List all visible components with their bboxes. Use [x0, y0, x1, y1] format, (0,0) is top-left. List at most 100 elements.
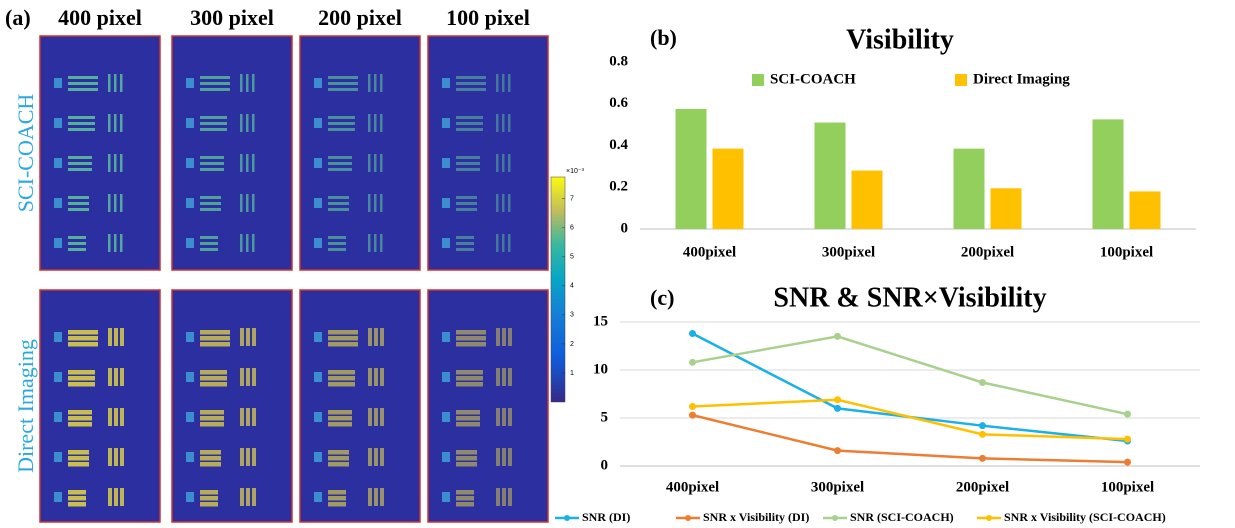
column-title: 300 pixel: [190, 5, 274, 30]
pattern-bar: [502, 194, 505, 212]
pattern-digit: [54, 118, 62, 128]
pattern-bar: [508, 194, 511, 212]
point: [979, 422, 986, 429]
pattern-bar: [68, 208, 89, 211]
pattern-bar: [380, 368, 384, 386]
legend-label: SNR (DI): [582, 510, 630, 524]
pattern-bar: [456, 116, 483, 119]
pattern-bar: [240, 488, 244, 506]
pattern-bar: [496, 74, 499, 92]
pattern-digit: [54, 198, 62, 208]
point: [979, 455, 986, 462]
pattern-bar: [114, 114, 117, 132]
pattern-bar: [252, 114, 255, 132]
pattern-bar: [246, 194, 249, 212]
point: [689, 330, 696, 337]
pattern-bar: [200, 376, 227, 381]
pattern-bar: [200, 242, 218, 245]
pattern-bar: [374, 74, 377, 92]
pattern-bar: [374, 408, 378, 426]
pattern-bar: [68, 336, 98, 341]
y-tick-label: 0.2: [609, 179, 628, 195]
pattern-bar: [328, 156, 352, 159]
pattern-bar: [380, 114, 383, 132]
pattern-bar: [108, 448, 112, 466]
y-tick-label: 0.6: [609, 95, 628, 111]
pattern-bar: [240, 74, 243, 92]
pattern-bar: [108, 234, 111, 252]
pattern-bar: [368, 154, 371, 172]
legend-label: Direct Imaging: [973, 71, 1070, 87]
x-tick-label: 400pixel: [683, 244, 736, 260]
pattern-bar: [68, 162, 92, 165]
chart-title: SNR & SNR×Visibility: [773, 282, 1046, 313]
point: [1124, 459, 1131, 466]
pattern-bar: [68, 410, 92, 415]
pattern-bar: [240, 194, 243, 212]
pattern-bar: [456, 496, 474, 501]
pattern-bar: [328, 336, 358, 341]
pattern-bar: [120, 74, 123, 92]
pattern-bar: [68, 242, 86, 245]
pattern-bar: [68, 456, 89, 461]
pattern-bar: [200, 450, 221, 455]
pattern-bar: [68, 116, 95, 119]
column-title: 100 pixel: [446, 5, 530, 30]
image-frame: [40, 290, 160, 522]
pattern-bar: [240, 154, 243, 172]
pattern-bar: [114, 408, 118, 426]
pattern-bar: [114, 194, 117, 212]
pattern-bar: [456, 156, 480, 159]
pattern-bar: [328, 342, 358, 347]
pattern-bar: [456, 122, 483, 125]
y-tick-label: 0.8: [609, 53, 628, 69]
colorbar-tick-label: 7: [570, 196, 574, 203]
pattern-digit: [314, 332, 322, 342]
point: [834, 447, 841, 454]
pattern-bar: [246, 234, 249, 252]
pattern-digit: [186, 78, 194, 88]
pattern-bar: [456, 128, 483, 131]
figure: (a) 400 pixel300 pixel200 pixel100 pixel…: [0, 0, 1235, 528]
pattern-bar: [374, 154, 377, 172]
pattern-bar: [120, 328, 124, 346]
x-tick-label: 400pixel: [666, 479, 719, 495]
pattern-bar: [328, 376, 355, 381]
pattern-bar: [114, 154, 117, 172]
pattern-bar: [456, 336, 486, 341]
pattern-bar: [200, 156, 224, 159]
pattern-digit: [54, 372, 62, 382]
pattern-bar: [328, 422, 352, 427]
pattern-bar: [380, 408, 384, 426]
pattern-bar: [328, 122, 355, 125]
pattern-digit: [186, 332, 194, 342]
pattern-digit: [442, 452, 450, 462]
pattern-bar: [200, 248, 218, 251]
pattern-digit: [442, 372, 450, 382]
pattern-bar: [114, 328, 118, 346]
pattern-bar: [68, 156, 92, 159]
point: [834, 396, 841, 403]
pattern-bar: [246, 328, 250, 346]
pattern-bar: [328, 248, 346, 251]
bar: [676, 109, 707, 229]
pattern-bar: [368, 448, 372, 466]
pattern-digit: [186, 198, 194, 208]
pattern-bar: [120, 154, 123, 172]
pattern-bar: [508, 74, 511, 92]
pattern-bar: [456, 382, 483, 387]
pattern-bar: [368, 328, 372, 346]
pattern-bar: [368, 114, 371, 132]
pattern-bar: [68, 416, 92, 421]
pattern-bar: [200, 128, 227, 131]
pattern-digit: [54, 158, 62, 168]
pattern-digit: [314, 238, 322, 248]
pattern-bar: [246, 154, 249, 172]
pattern-bar: [108, 154, 111, 172]
legend-label: SNR x Visibility (SCI-COACH): [1004, 510, 1166, 524]
image-frame: [300, 36, 420, 270]
pattern-bar: [368, 488, 372, 506]
pattern-bar: [328, 82, 358, 85]
pattern-bar: [328, 202, 349, 205]
pattern-bar: [200, 342, 230, 347]
